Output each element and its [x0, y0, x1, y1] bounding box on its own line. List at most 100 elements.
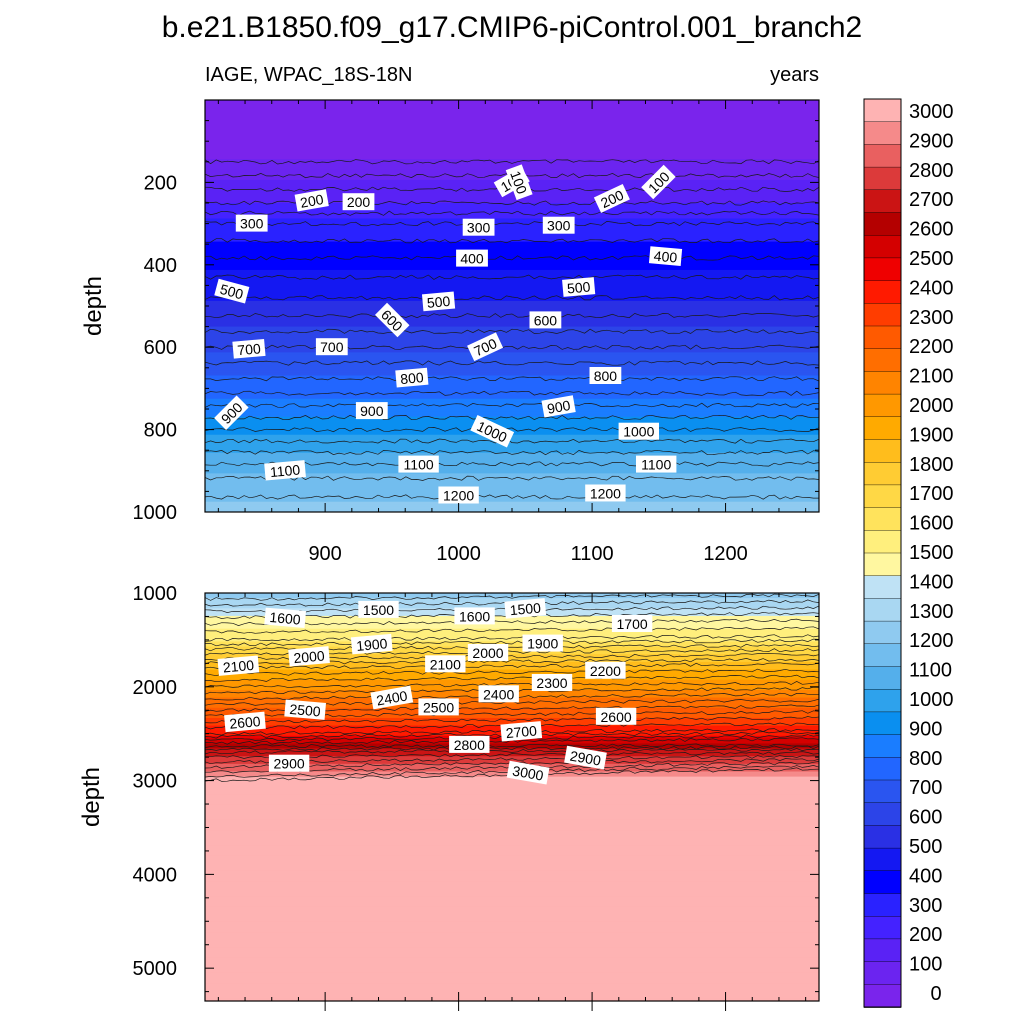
upper-fill-band — [205, 336, 819, 341]
lower-fill-band — [205, 666, 819, 671]
upper-fill-band — [205, 246, 819, 251]
lower-contour-label: 2200 — [585, 661, 626, 679]
upper-contour-line — [205, 494, 819, 500]
upper-fill-band — [205, 287, 819, 292]
lower-fill-band — [205, 947, 819, 951]
colorbar-label: 400 — [909, 865, 942, 887]
colorbar-label: 2700 — [909, 189, 954, 211]
colorbar-label: 2500 — [909, 248, 954, 270]
upper-contour-label: 400 — [648, 246, 683, 266]
upper-fill-band — [205, 136, 819, 140]
upper-fill-band — [205, 233, 819, 238]
upper-fill-band — [205, 318, 819, 323]
upper-contour-label-text: 400 — [653, 248, 678, 266]
upper-contour-label: 1200 — [438, 486, 479, 504]
lower-fill-band — [205, 786, 819, 791]
upper-fill-band — [205, 251, 819, 256]
colorbar-swatch — [863, 779, 902, 804]
colorbar-label: 1800 — [909, 454, 954, 476]
upper-contour-label-text: 600 — [534, 312, 558, 328]
lower-contour-label: 2400 — [478, 685, 519, 703]
colorbar-swatch — [863, 711, 902, 736]
lower-fill-band — [205, 955, 819, 959]
y-tick-label: 4000 — [133, 864, 178, 886]
upper-fill-band — [205, 360, 819, 364]
upper-contour-label-text: 200 — [299, 191, 325, 211]
upper-fill-band — [205, 159, 819, 163]
upper-contour-label: 300 — [542, 216, 575, 234]
x-tick-label: 1100 — [571, 543, 614, 565]
upper-fill-band — [205, 293, 819, 297]
colorbar-swatch — [863, 507, 902, 532]
upper-fill-band — [205, 295, 819, 300]
lower-fill-band — [205, 740, 819, 745]
colorbar-label: 900 — [909, 718, 942, 740]
colorbar-label: 1100 — [909, 660, 952, 682]
upper-contour-label: 800 — [589, 367, 622, 384]
upper-fill-band — [205, 486, 819, 490]
lower-fill-band — [205, 595, 819, 599]
lower-contour-label: 2600 — [595, 707, 637, 725]
colorbar-swatch — [863, 552, 902, 577]
lower-fill-band — [205, 845, 819, 849]
upper-contour-label-text: 1000 — [623, 424, 654, 440]
lower-fill-band — [205, 669, 819, 673]
lower-contour-line — [205, 681, 819, 689]
lower-fill-band — [205, 970, 819, 974]
lower-fill-band — [205, 848, 819, 852]
upper-contour-label: 500 — [421, 291, 456, 312]
upper-fill-band — [205, 414, 819, 418]
lower-contour-line — [205, 662, 819, 670]
colorbar-swatch — [863, 371, 902, 395]
upper-contour-line — [205, 255, 819, 261]
upper-fill-band — [205, 334, 819, 338]
upper-fill-band — [205, 257, 819, 261]
colorbar-label: 500 — [909, 836, 942, 858]
upper-fill-band — [205, 411, 819, 415]
upper-contour-label: 300 — [462, 218, 495, 236]
upper-fill-band — [205, 203, 819, 207]
lower-contour-label: 1500 — [504, 598, 547, 619]
lower-fill-band — [205, 748, 819, 752]
lower-contour-label-text: 1600 — [269, 609, 302, 628]
colorbar-swatch — [863, 802, 902, 827]
upper-fill-band — [205, 264, 819, 269]
lower-fill-band — [205, 868, 819, 872]
upper-fill-band — [205, 277, 819, 282]
upper-fill-band — [205, 398, 819, 403]
lower-contour-label-text: 2600 — [229, 713, 262, 732]
upper-contour-label-text: 500 — [566, 278, 591, 296]
upper-y-axis-label: depth — [80, 276, 107, 336]
upper-fill-band — [205, 200, 819, 204]
lower-contour-line — [205, 716, 819, 724]
lower-fill-band — [205, 638, 819, 643]
lower-fill-band — [205, 598, 819, 602]
lower-contour-line — [205, 626, 819, 634]
upper-contour-label: 1100 — [264, 460, 306, 481]
upper-fill-band — [205, 380, 819, 385]
colorbar-swatch — [863, 189, 902, 214]
colorbar-label: 700 — [909, 777, 942, 799]
colorbar-swatch — [863, 870, 902, 895]
colorbar-swatch — [863, 212, 902, 236]
lower-fill-band — [205, 641, 819, 645]
upper-fill-band — [205, 223, 819, 227]
lower-fill-band — [205, 827, 819, 831]
upper-contour-label: 900 — [541, 395, 576, 418]
upper-contour-label-text: 1100 — [641, 457, 671, 473]
upper-fill-band — [205, 102, 819, 106]
lower-contour-label: 2900 — [268, 754, 310, 772]
colorbar-label: 3000 — [909, 101, 954, 123]
upper-fill-band — [205, 385, 819, 390]
colorbar-label: 300 — [909, 895, 942, 917]
upper-fill-band — [205, 349, 819, 354]
lower-fill-band — [205, 901, 819, 905]
upper-contour-label: 600 — [529, 311, 562, 329]
upper-fill-band — [205, 123, 819, 127]
upper-fill-band — [205, 148, 819, 153]
upper-contour-label: 100 — [641, 164, 676, 200]
upper-contour-line — [205, 313, 819, 319]
upper-contour-label: 200 — [342, 193, 375, 211]
lower-contour-label-text: 2200 — [590, 663, 621, 679]
lower-fill-band — [205, 865, 819, 870]
